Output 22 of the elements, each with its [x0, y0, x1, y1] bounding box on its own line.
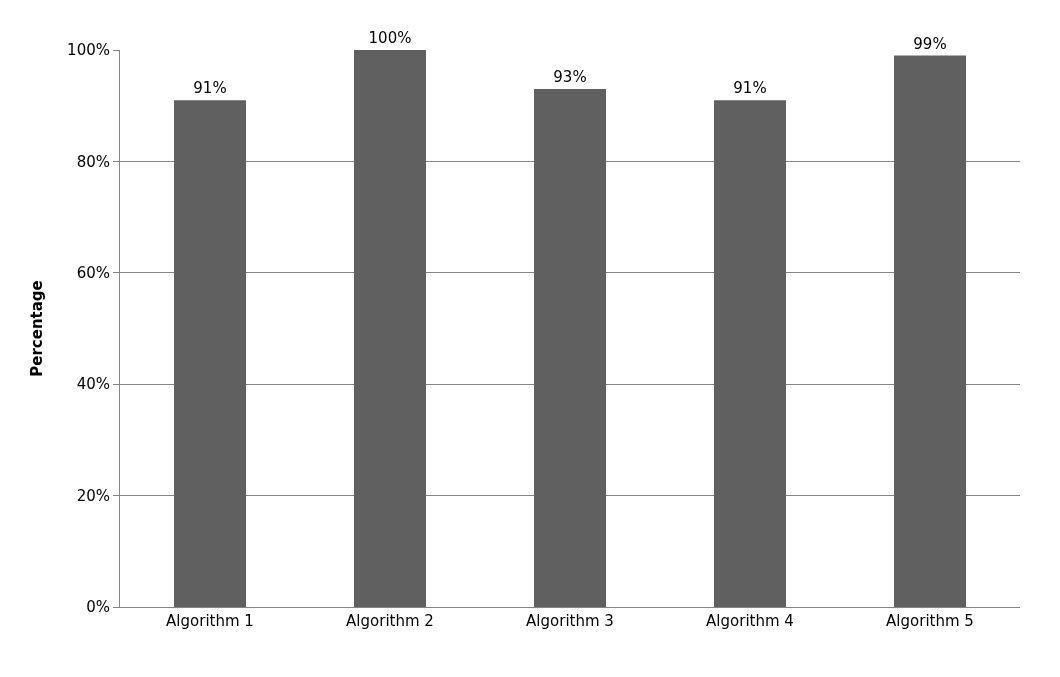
y-tick-label: 80% — [76, 152, 110, 171]
y-tick-label: 20% — [76, 486, 110, 505]
bar — [714, 100, 786, 607]
data-label: 99% — [913, 34, 947, 53]
y-tick-label: 40% — [76, 375, 110, 394]
data-label: 91% — [193, 79, 227, 98]
y-tick-label: 60% — [76, 264, 110, 283]
x-tick-label: Algorithm 4 — [706, 612, 794, 630]
bar — [534, 88, 606, 607]
y-tick-label: 100% — [67, 41, 110, 60]
x-tick-label: Algorithm 3 — [526, 612, 614, 630]
x-tick-label: Algorithm 5 — [886, 612, 974, 630]
y-tick-label: 0% — [86, 598, 110, 617]
bar — [354, 50, 426, 607]
bar — [894, 55, 966, 607]
x-tick-label: Algorithm 1 — [166, 612, 254, 630]
data-label: 91% — [733, 79, 767, 98]
x-tick-label: Algorithm 2 — [346, 612, 434, 630]
data-label: 93% — [553, 67, 587, 86]
data-label: 100% — [368, 29, 412, 47]
y-axis-title: Percentage — [28, 280, 47, 377]
bar — [174, 100, 246, 607]
